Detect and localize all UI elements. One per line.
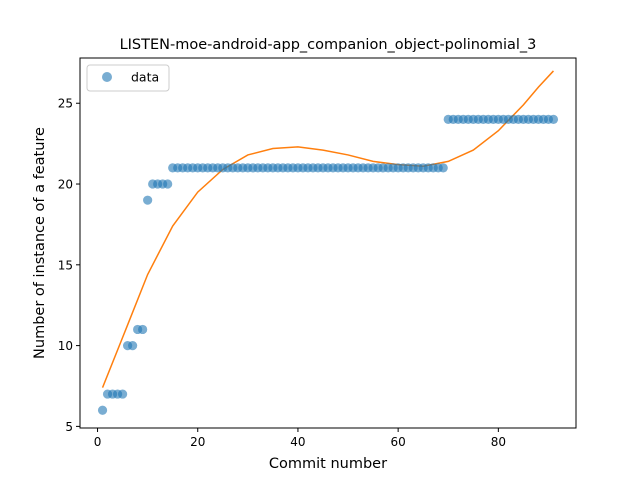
chart-title: LISTEN-moe-android-app_companion_object-… [120, 37, 537, 53]
data-point [117, 389, 128, 399]
data-points-layer [97, 114, 559, 415]
legend-label: data [131, 70, 159, 85]
x-tick-label: 60 [391, 435, 406, 449]
y-tick-label: 25 [58, 97, 73, 111]
y-axis-label: Number of instance of a feature [32, 127, 48, 359]
y-tick-label: 15 [58, 258, 73, 272]
fit-curve-layer [101, 70, 554, 388]
x-axis-label: Commit number [269, 456, 387, 472]
fit-curve [101, 70, 554, 388]
data-point [548, 114, 559, 124]
data-point [438, 163, 448, 173]
x-tick-label: 40 [290, 435, 305, 449]
y-tick-label: 10 [58, 339, 73, 353]
y-tick-label: 5 [65, 420, 73, 434]
legend-marker [102, 72, 112, 82]
legend-box [86, 64, 170, 92]
plot-frame [79, 57, 577, 429]
data-point [128, 341, 138, 351]
x-tick-label: 80 [491, 435, 506, 449]
data-point [97, 405, 108, 415]
x-tick-label: 20 [190, 435, 205, 449]
data-point [143, 195, 153, 205]
y-tick-label: 20 [58, 178, 73, 192]
data-point [138, 324, 148, 335]
x-axis: 0 20 40 60 80 [94, 428, 506, 449]
data-point [163, 179, 173, 189]
legend: data [86, 64, 170, 92]
y-axis: 5 10 15 20 25 [58, 97, 80, 434]
x-tick-label: 0 [94, 435, 102, 449]
